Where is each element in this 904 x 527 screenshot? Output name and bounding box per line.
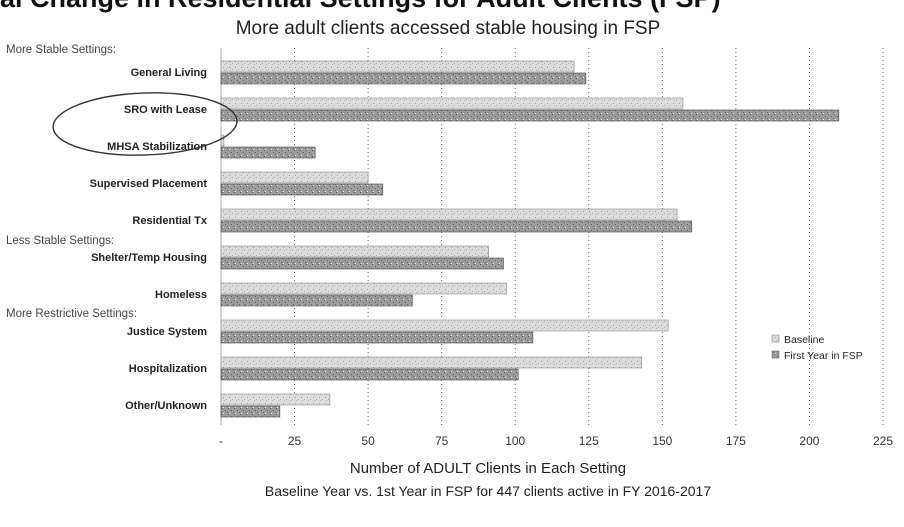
category-label: Hospitalization [129,363,208,375]
x-tick-label: 200 [799,434,819,448]
bar-baseline [220,134,225,147]
category-label: Residential Tx [132,215,207,227]
category-label: Homeless [155,289,207,301]
category-label: MHSA Stabilization [107,141,207,153]
bar-first-year [220,331,534,344]
bar-first-year [220,368,519,381]
category-label: General Living [131,67,207,79]
legend: Baseline First Year in FSP [771,334,863,362]
x-tick-label: 225 [873,434,893,448]
bar-baseline [220,208,678,221]
legend-swatch-baseline [771,334,780,343]
x-tick-labels: - 25 50 75 100 125 150 175 200 225 [219,434,893,448]
x-tick-label: 75 [435,434,449,448]
legend-label-first-year: First Year in FSP [784,350,863,362]
x-tick-label: - [219,434,223,448]
x-axis-label: Number of ADULT Clients in Each Setting [350,460,626,477]
bars [220,60,840,418]
category-labels: General Living SRO with Lease MHSA Stabili… [90,67,208,412]
legend-swatch-first-year [771,350,780,359]
legend-label-baseline: Baseline [784,334,824,346]
x-tick-label: 175 [726,434,746,448]
bar-first-year [220,183,384,196]
bar-baseline [220,97,684,110]
x-tick-label: 125 [579,434,599,448]
x-tick-label: 100 [505,434,525,448]
bar-first-year [220,109,840,122]
bar-baseline [220,171,369,184]
category-label: Supervised Placement [90,178,208,190]
category-label: Shelter/Temp Housing [91,252,207,264]
bar-baseline [220,356,643,369]
highlight-ellipse [52,92,238,156]
group-label: More Stable Settings: [6,44,116,56]
bar-baseline [220,60,575,73]
bar-first-year [220,220,693,233]
bar-first-year [220,257,504,270]
x-tick-label: 50 [361,434,375,448]
cut-off-title: al Change in Residential Settings for Ad… [0,0,721,13]
bar-first-year [220,146,316,159]
x-tick-label: 25 [288,434,302,448]
bar-baseline [220,319,669,332]
bar-first-year [220,294,413,307]
category-label: Justice System [127,326,207,338]
bar-first-year [220,405,281,418]
group-label: Less Stable Settings: [6,235,114,247]
bar-baseline [220,282,507,295]
category-label: SRO with Lease [124,104,207,116]
chart-title: More adult clients accessed stable housi… [236,18,661,39]
x-tick-label: 150 [652,434,672,448]
category-label: Other/Unknown [125,400,207,412]
bar-baseline [220,393,331,406]
x-axis-subtitle: Baseline Year vs. 1st Year in FSP for 44… [265,483,711,499]
bar-first-year [220,72,587,85]
bar-baseline [220,245,490,258]
group-label: More Restrictive Settings: [6,308,137,320]
group-labels: More Stable Settings: Less Stable Setting… [6,44,137,320]
